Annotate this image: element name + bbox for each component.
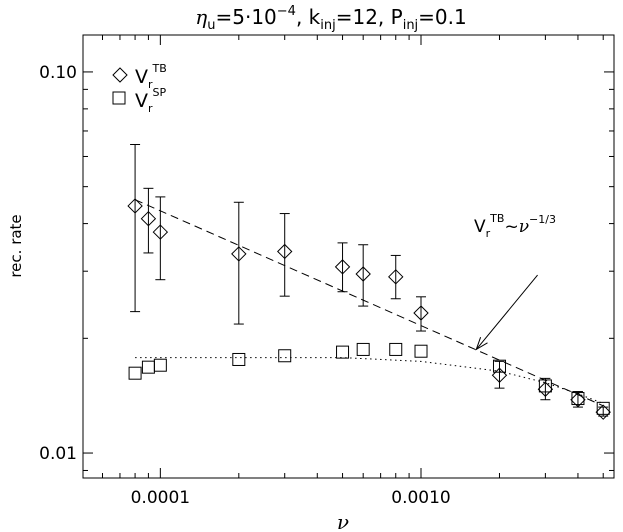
legend-entry-diamond: VrTB xyxy=(112,62,167,91)
square-point xyxy=(141,360,155,374)
scaling-annotation: VrTB~ν−1/3 xyxy=(474,212,556,351)
title-k: , k xyxy=(296,5,321,29)
y-axis-label: rec. rate xyxy=(7,214,25,277)
title-p-sub: inj xyxy=(403,18,418,33)
legend: VrTB VrSP xyxy=(112,62,167,115)
square-point xyxy=(492,359,506,373)
scaling-annotation-label: VrTB~ν−1/3 xyxy=(474,212,556,240)
diamond-point xyxy=(231,246,247,262)
square-point xyxy=(128,366,142,380)
diamond-point xyxy=(334,259,351,275)
diamond-point xyxy=(595,404,611,420)
title-p: P xyxy=(391,5,403,29)
square-point xyxy=(278,349,292,363)
square-point xyxy=(571,392,585,406)
x-tick-label: 0.0010 xyxy=(391,488,450,508)
title-eta-exp: −4 xyxy=(277,4,296,19)
axis-ticks xyxy=(83,35,614,478)
y-tick-label: 0.01 xyxy=(39,444,77,464)
square-point xyxy=(538,379,552,393)
fit-line-dashed xyxy=(134,199,604,407)
legend-square-marker xyxy=(112,91,126,105)
y-tick-label: 0.10 xyxy=(39,63,77,83)
title-k-value: =12, xyxy=(336,5,391,29)
data-marks xyxy=(127,144,611,420)
axis-tick-labels: 0.0001 0.0010 0.01 0.10 xyxy=(39,63,451,508)
diamond-point xyxy=(127,198,143,214)
square-point xyxy=(596,401,610,415)
svg-text:ηu=5·10−4, kinj=12, Pinj=0.1: ηu=5·10−4, kinj=12, Pinj=0.1 xyxy=(195,4,467,33)
diamond-point xyxy=(152,224,169,240)
diamond-point xyxy=(355,266,371,282)
legend-entry-square: VrSP xyxy=(112,86,167,115)
diamond-point xyxy=(277,243,293,260)
fit-line-dotted xyxy=(135,357,604,404)
x-tick-label: 0.0001 xyxy=(131,488,190,508)
legend-diamond-label: VrTB xyxy=(135,62,167,91)
title-k-sub: inj xyxy=(320,18,335,33)
fit-lines xyxy=(134,199,604,407)
annotation-arrow xyxy=(475,274,538,350)
square-point xyxy=(232,352,246,366)
title-p-value: =0.1 xyxy=(418,5,467,29)
legend-diamond-marker xyxy=(112,67,128,83)
diamond-point xyxy=(388,269,404,285)
title-eta: η xyxy=(195,5,207,29)
diamond-point xyxy=(570,392,586,408)
diamond-point xyxy=(491,367,508,383)
square-point xyxy=(389,342,403,356)
diamond-point xyxy=(140,210,157,227)
square-point xyxy=(414,344,428,358)
diamond-point xyxy=(537,381,554,397)
title-eta-value: =5·10 xyxy=(215,5,276,29)
title-eta-sub: u xyxy=(207,18,215,33)
square-point xyxy=(356,342,370,356)
annotation-arrow-head xyxy=(475,337,488,351)
x-axis-label: ν xyxy=(337,510,349,532)
chart-title: ηu=5·10−4, kinj=12, Pinj=0.1 xyxy=(195,4,467,33)
square-point xyxy=(153,358,167,372)
legend-square-label: VrSP xyxy=(135,86,167,115)
plot-frame xyxy=(82,34,615,479)
diamond-point xyxy=(413,305,429,321)
square-point xyxy=(336,345,350,359)
